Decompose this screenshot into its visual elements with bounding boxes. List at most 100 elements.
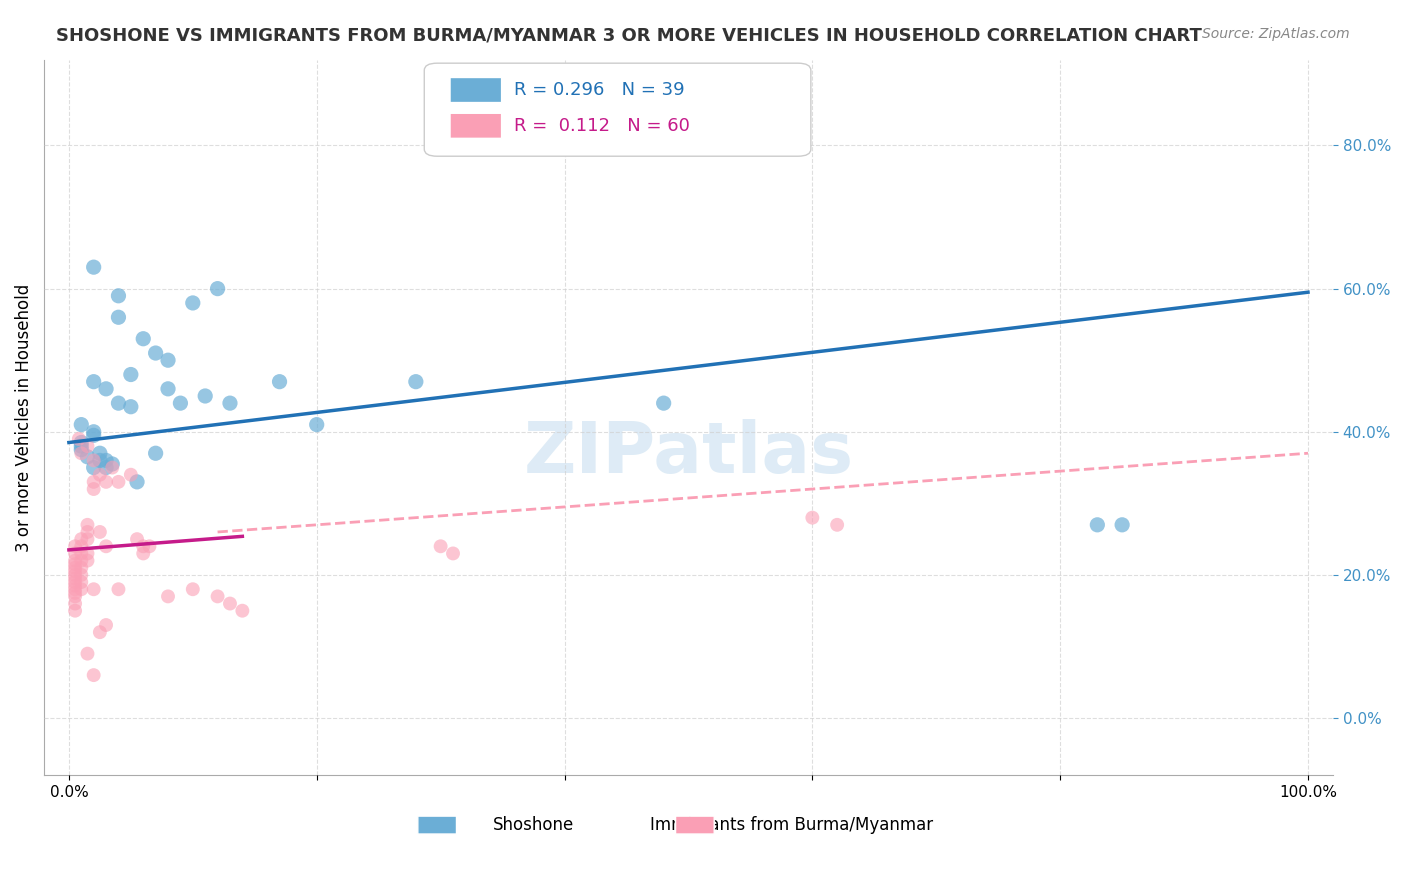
FancyBboxPatch shape <box>450 78 502 103</box>
Point <box>70 539 93 553</box>
Text: ZIPatlas: ZIPatlas <box>523 418 853 488</box>
Text: R =  0.112   N = 60: R = 0.112 N = 60 <box>515 117 690 136</box>
Point <box>441 546 464 560</box>
Point <box>94 475 117 489</box>
Point <box>529 117 551 131</box>
Point <box>76 439 98 453</box>
Point <box>70 446 93 460</box>
Point <box>76 546 98 560</box>
Point <box>157 382 180 396</box>
Text: Shoshone: Shoshone <box>494 816 575 834</box>
Point <box>825 517 848 532</box>
FancyBboxPatch shape <box>425 63 811 156</box>
Point <box>76 532 98 546</box>
Point <box>219 597 242 611</box>
Point <box>83 482 105 496</box>
Point <box>1085 517 1108 532</box>
Point <box>70 435 93 450</box>
Point <box>63 539 86 553</box>
Point <box>231 604 253 618</box>
Point <box>107 310 129 325</box>
Point <box>120 400 142 414</box>
FancyBboxPatch shape <box>418 816 457 834</box>
Point <box>101 460 124 475</box>
Point <box>76 524 98 539</box>
Point <box>132 539 155 553</box>
Point <box>429 539 451 553</box>
Point <box>157 590 180 604</box>
Point <box>132 546 155 560</box>
Point <box>70 582 93 597</box>
Point <box>89 467 111 482</box>
Point <box>181 582 204 597</box>
Point <box>63 546 86 560</box>
Point <box>94 453 117 467</box>
Point <box>94 460 117 475</box>
Point <box>1111 517 1133 532</box>
Point <box>145 346 167 360</box>
Point <box>63 586 86 600</box>
Point <box>145 446 167 460</box>
Point <box>219 396 242 410</box>
Point <box>63 561 86 575</box>
Point <box>120 467 142 482</box>
Point <box>89 453 111 467</box>
Text: Immigrants from Burma/Myanmar: Immigrants from Burma/Myanmar <box>650 816 934 834</box>
Point <box>89 625 111 640</box>
Point <box>94 382 117 396</box>
Point <box>70 439 93 453</box>
Point <box>76 450 98 464</box>
Y-axis label: 3 or more Vehicles in Household: 3 or more Vehicles in Household <box>15 284 32 551</box>
Point <box>76 517 98 532</box>
Point <box>63 557 86 571</box>
Point <box>63 579 86 593</box>
Point <box>76 553 98 567</box>
Point <box>207 590 229 604</box>
Point <box>83 475 105 489</box>
Point <box>83 428 105 442</box>
Point <box>101 457 124 471</box>
Point <box>652 396 675 410</box>
Text: Source: ZipAtlas.com: Source: ZipAtlas.com <box>1202 27 1350 41</box>
Point <box>70 442 93 457</box>
Point <box>801 510 824 524</box>
Text: R = 0.296   N = 39: R = 0.296 N = 39 <box>515 81 685 99</box>
Point <box>132 332 155 346</box>
Point <box>120 368 142 382</box>
Point <box>76 647 98 661</box>
Point <box>70 553 93 567</box>
Point <box>83 460 105 475</box>
Point <box>63 553 86 567</box>
Point <box>83 375 105 389</box>
Point <box>269 375 291 389</box>
Point <box>207 282 229 296</box>
Point <box>94 539 117 553</box>
Point <box>63 568 86 582</box>
Point <box>70 532 93 546</box>
Point <box>70 546 93 560</box>
Point <box>70 568 93 582</box>
Text: SHOSHONE VS IMMIGRANTS FROM BURMA/MYANMAR 3 OR MORE VEHICLES IN HOUSEHOLD CORREL: SHOSHONE VS IMMIGRANTS FROM BURMA/MYANMA… <box>56 27 1202 45</box>
Point <box>63 597 86 611</box>
Point <box>63 604 86 618</box>
Point <box>125 475 148 489</box>
Point <box>83 668 105 682</box>
Point <box>63 575 86 590</box>
FancyBboxPatch shape <box>450 113 502 138</box>
Point <box>63 582 86 597</box>
Point <box>83 425 105 439</box>
Point <box>70 575 93 590</box>
Point <box>194 389 217 403</box>
Point <box>107 582 129 597</box>
Point <box>169 396 191 410</box>
Point <box>107 396 129 410</box>
Point <box>89 446 111 460</box>
Point <box>83 260 105 275</box>
Point <box>94 618 117 632</box>
Point <box>63 565 86 579</box>
Point <box>138 539 160 553</box>
Point <box>67 432 90 446</box>
Point <box>157 353 180 368</box>
Point <box>83 453 105 467</box>
Point <box>63 590 86 604</box>
